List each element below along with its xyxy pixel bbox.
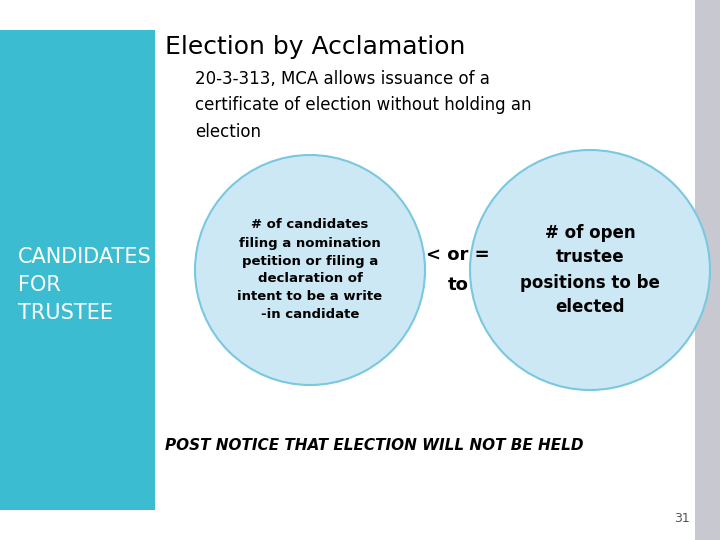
Text: 31: 31	[674, 512, 690, 525]
Text: Election by Acclamation: Election by Acclamation	[165, 35, 465, 59]
Text: 20-3-313, MCA allows issuance of a
certificate of election without holding an
el: 20-3-313, MCA allows issuance of a certi…	[195, 70, 531, 141]
Ellipse shape	[470, 150, 710, 390]
FancyBboxPatch shape	[0, 30, 155, 510]
FancyBboxPatch shape	[695, 0, 720, 540]
Ellipse shape	[195, 155, 425, 385]
Text: # of open
trustee
positions to be
elected: # of open trustee positions to be electe…	[520, 224, 660, 316]
Text: CANDIDATES
FOR
TRUSTEE: CANDIDATES FOR TRUSTEE	[18, 247, 152, 323]
Text: # of candidates
filing a nomination
petition or filing a
declaration of
intent t: # of candidates filing a nomination peti…	[238, 219, 382, 321]
Text: < or =
to: < or = to	[426, 246, 490, 294]
Text: POST NOTICE THAT ELECTION WILL NOT BE HELD: POST NOTICE THAT ELECTION WILL NOT BE HE…	[165, 437, 583, 453]
